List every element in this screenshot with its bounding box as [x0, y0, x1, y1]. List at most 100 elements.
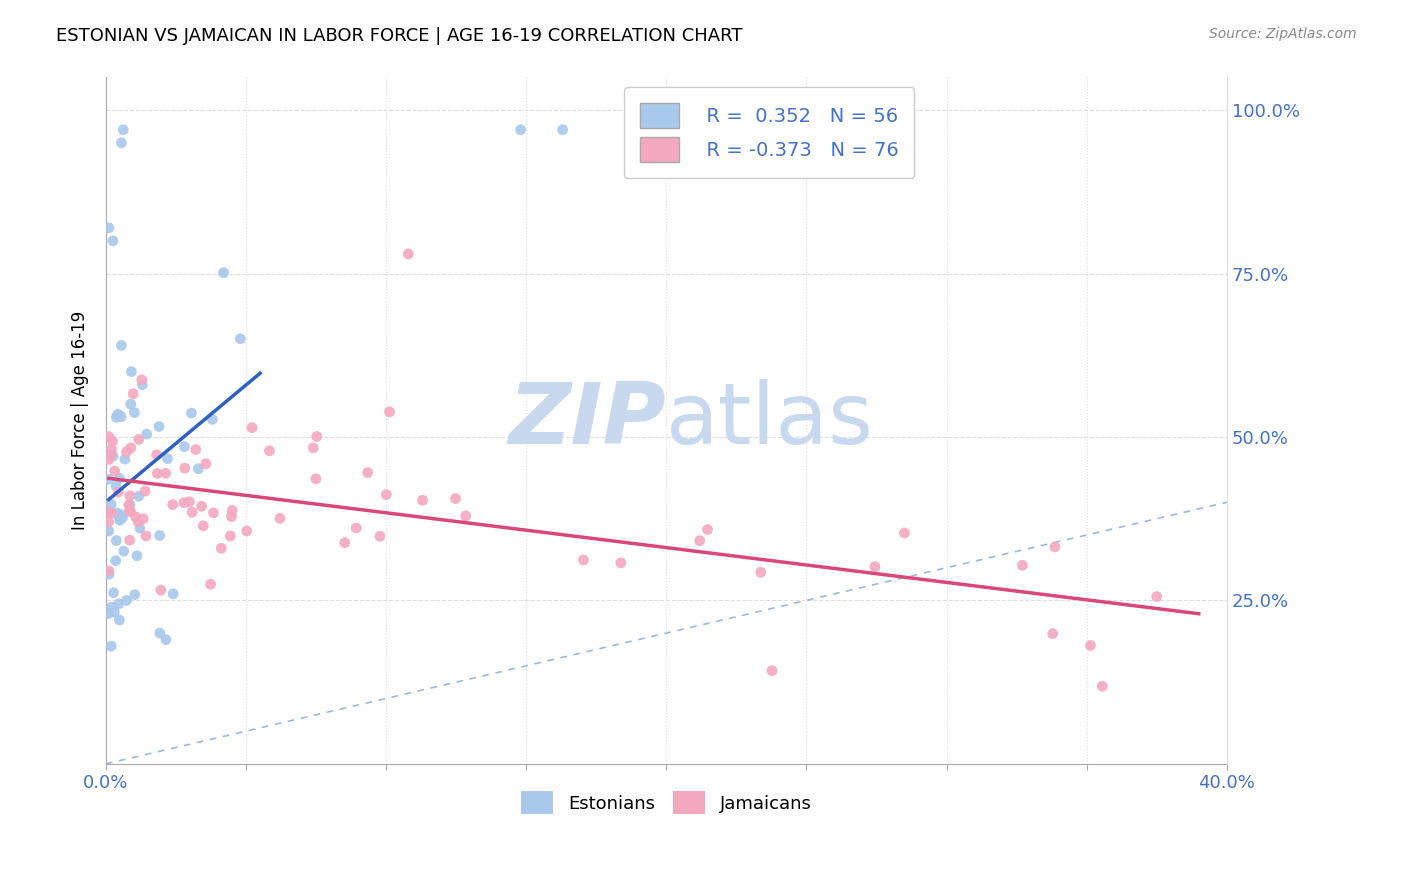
Point [107, 407, 129, 421]
Text: ZIP: ZIP [509, 379, 666, 462]
Point [181, 505, 204, 519]
Point [120, 365, 142, 379]
Point [240, 421, 263, 435]
Point [1043, 540, 1066, 554]
Point [135, 427, 157, 442]
Point [131, 373, 153, 387]
Point [101, 507, 124, 521]
Point [115, 593, 138, 607]
Point [134, 484, 156, 499]
Point [97, 452, 120, 467]
Point [454, 508, 477, 523]
Point [105, 479, 128, 493]
Point [118, 489, 141, 503]
Text: Source: ZipAtlas.com: Source: ZipAtlas.com [1209, 27, 1357, 41]
Point [97, 220, 120, 235]
Point [118, 533, 141, 548]
Legend: Estonians, Jamaicans: Estonians, Jamaicans [512, 782, 821, 823]
Point [344, 521, 367, 535]
Point [236, 524, 259, 538]
Point [108, 512, 131, 526]
Point [149, 528, 172, 542]
Point [689, 533, 711, 548]
Point [110, 338, 132, 352]
Point [115, 445, 138, 459]
Point [173, 440, 195, 454]
Point [761, 664, 783, 678]
Point [551, 122, 574, 136]
Point [509, 122, 531, 136]
Point [187, 462, 209, 476]
Point [128, 489, 150, 503]
Text: atlas: atlas [666, 379, 875, 462]
Point [444, 491, 467, 506]
Point [149, 583, 172, 598]
Point [1080, 639, 1102, 653]
Point [101, 434, 124, 449]
Point [118, 498, 141, 512]
Point [118, 498, 141, 512]
Point [396, 247, 419, 261]
Point [333, 535, 356, 549]
Point [100, 442, 122, 457]
Point [114, 452, 136, 467]
Point [357, 466, 380, 480]
Point [97, 564, 120, 578]
Point [219, 529, 242, 543]
Point [122, 386, 145, 401]
Point [101, 234, 124, 248]
Point [149, 626, 172, 640]
Point [108, 513, 131, 527]
Point [103, 585, 125, 599]
Point [863, 559, 886, 574]
Point [155, 632, 177, 647]
Point [180, 406, 202, 420]
Point [1146, 590, 1168, 604]
Point [97, 515, 120, 529]
Point [1091, 679, 1114, 693]
Point [193, 518, 215, 533]
Point [128, 521, 150, 535]
Point [128, 433, 150, 447]
Point [108, 613, 131, 627]
Point [111, 510, 134, 524]
Point [893, 526, 915, 541]
Point [145, 448, 167, 462]
Point [97, 429, 120, 443]
Point [112, 544, 135, 558]
Point [368, 529, 391, 543]
Point [221, 503, 243, 517]
Point [572, 553, 595, 567]
Point [120, 504, 142, 518]
Point [100, 599, 122, 614]
Point [124, 405, 146, 419]
Point [104, 554, 127, 568]
Point [610, 556, 633, 570]
Point [118, 504, 141, 518]
Point [98, 567, 121, 582]
Point [103, 605, 125, 619]
Point [135, 529, 157, 543]
Point [162, 498, 184, 512]
Point [229, 332, 252, 346]
Point [412, 493, 434, 508]
Point [120, 441, 142, 455]
Point [212, 266, 235, 280]
Point [221, 509, 243, 524]
Point [194, 457, 217, 471]
Point [108, 597, 131, 611]
Point [696, 523, 718, 537]
Point [156, 451, 179, 466]
Point [112, 122, 135, 136]
Point [305, 472, 328, 486]
Point [1011, 558, 1033, 573]
Point [100, 448, 122, 462]
Point [104, 464, 127, 478]
Point [201, 412, 224, 426]
Point [173, 496, 195, 510]
Point [110, 409, 132, 424]
Point [124, 588, 146, 602]
Point [132, 512, 155, 526]
Point [190, 500, 212, 514]
Point [173, 461, 195, 475]
